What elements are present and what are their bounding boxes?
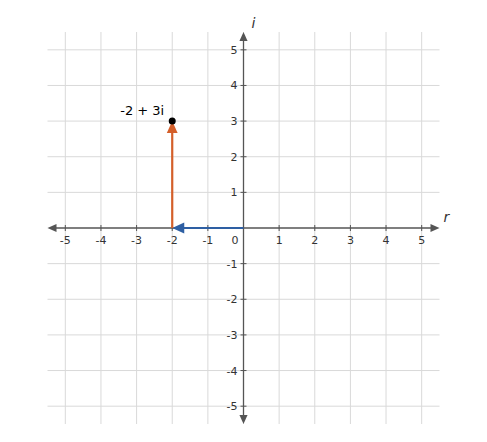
y-axis-label: i <box>252 15 256 31</box>
chart: -5 -4 -3 -2 -1 0 1 2 3 4 5 -5 -4 -3 -2 -1 1 2 3 4 5 r i -2 + 3i <box>0 0 487 442</box>
grid <box>48 32 440 424</box>
x-tick-label: 3 <box>347 234 354 247</box>
grid-line <box>421 32 422 424</box>
x-tick-label: -4 <box>95 234 106 247</box>
x-axis <box>54 227 434 228</box>
grid-line <box>136 32 137 424</box>
x-tick-label: -5 <box>60 234 71 247</box>
y-tick-label: 5 <box>231 44 238 57</box>
x-tick <box>65 225 66 231</box>
vector <box>167 121 178 228</box>
x-tick <box>100 225 101 231</box>
x-tick-label: -1 <box>202 234 213 247</box>
grid-line <box>48 370 440 371</box>
y-tick <box>241 192 247 193</box>
grid-line <box>314 32 315 424</box>
vector-head <box>172 223 184 234</box>
y-tick <box>241 156 247 157</box>
x-tick <box>386 225 387 231</box>
grid-line <box>279 32 280 424</box>
grid-line <box>48 49 440 50</box>
grid-line <box>48 121 440 122</box>
point <box>169 118 176 125</box>
grid-line <box>100 32 101 424</box>
x-tick <box>421 225 422 231</box>
vector <box>172 223 243 234</box>
y-tick-label: 4 <box>231 79 238 92</box>
x-tick <box>279 225 280 231</box>
x-tick-label: -2 <box>167 234 178 247</box>
x-tick-label: 4 <box>383 234 390 247</box>
y-tick-label: -2 <box>227 293 238 306</box>
grid-line <box>386 32 387 424</box>
grid-line <box>48 192 440 193</box>
grid-line <box>48 156 440 157</box>
axis-arrow <box>48 224 57 232</box>
y-tick <box>241 299 247 300</box>
y-tick <box>241 406 247 407</box>
grid-line <box>48 85 440 86</box>
x-tick-label: 1 <box>276 234 283 247</box>
grid-line <box>48 406 440 407</box>
x-tick <box>136 225 137 231</box>
y-tick-label: -3 <box>227 329 238 342</box>
y-tick <box>241 334 247 335</box>
x-tick-label: 2 <box>311 234 318 247</box>
y-tick-label: -4 <box>227 365 238 378</box>
y-tick <box>241 370 247 371</box>
vector-shaft <box>171 132 173 228</box>
grid-line <box>48 334 440 335</box>
y-tick-label: 1 <box>231 186 238 199</box>
y-tick <box>241 49 247 50</box>
y-tick <box>241 85 247 86</box>
y-tick-label: 3 <box>231 115 238 128</box>
vector-shaft <box>183 227 243 229</box>
axis-arrow <box>239 32 247 41</box>
x-tick-label: 5 <box>418 234 425 247</box>
x-tick-label: -3 <box>131 234 142 247</box>
x-tick <box>314 225 315 231</box>
y-tick-label: 2 <box>231 151 238 164</box>
x-tick <box>350 225 351 231</box>
grid-line <box>48 299 440 300</box>
y-tick-label: -5 <box>227 400 238 413</box>
y-tick <box>241 263 247 264</box>
y-tick-label: -1 <box>227 258 238 271</box>
x-tick-label: 0 <box>232 234 239 247</box>
grid-line <box>48 263 440 264</box>
y-tick <box>241 121 247 122</box>
grid-line <box>172 32 173 424</box>
axis-arrow <box>431 224 440 232</box>
axes: -5 -4 -3 -2 -1 0 1 2 3 4 5 -5 -4 -3 -2 -1 1 2 3 4 5 <box>48 32 440 424</box>
grid-line <box>65 32 66 424</box>
point-label: -2 + 3i <box>120 103 164 118</box>
axis-arrow <box>239 415 247 424</box>
x-axis-label: r <box>444 209 451 225</box>
grid-line <box>350 32 351 424</box>
data-marks <box>167 118 244 234</box>
